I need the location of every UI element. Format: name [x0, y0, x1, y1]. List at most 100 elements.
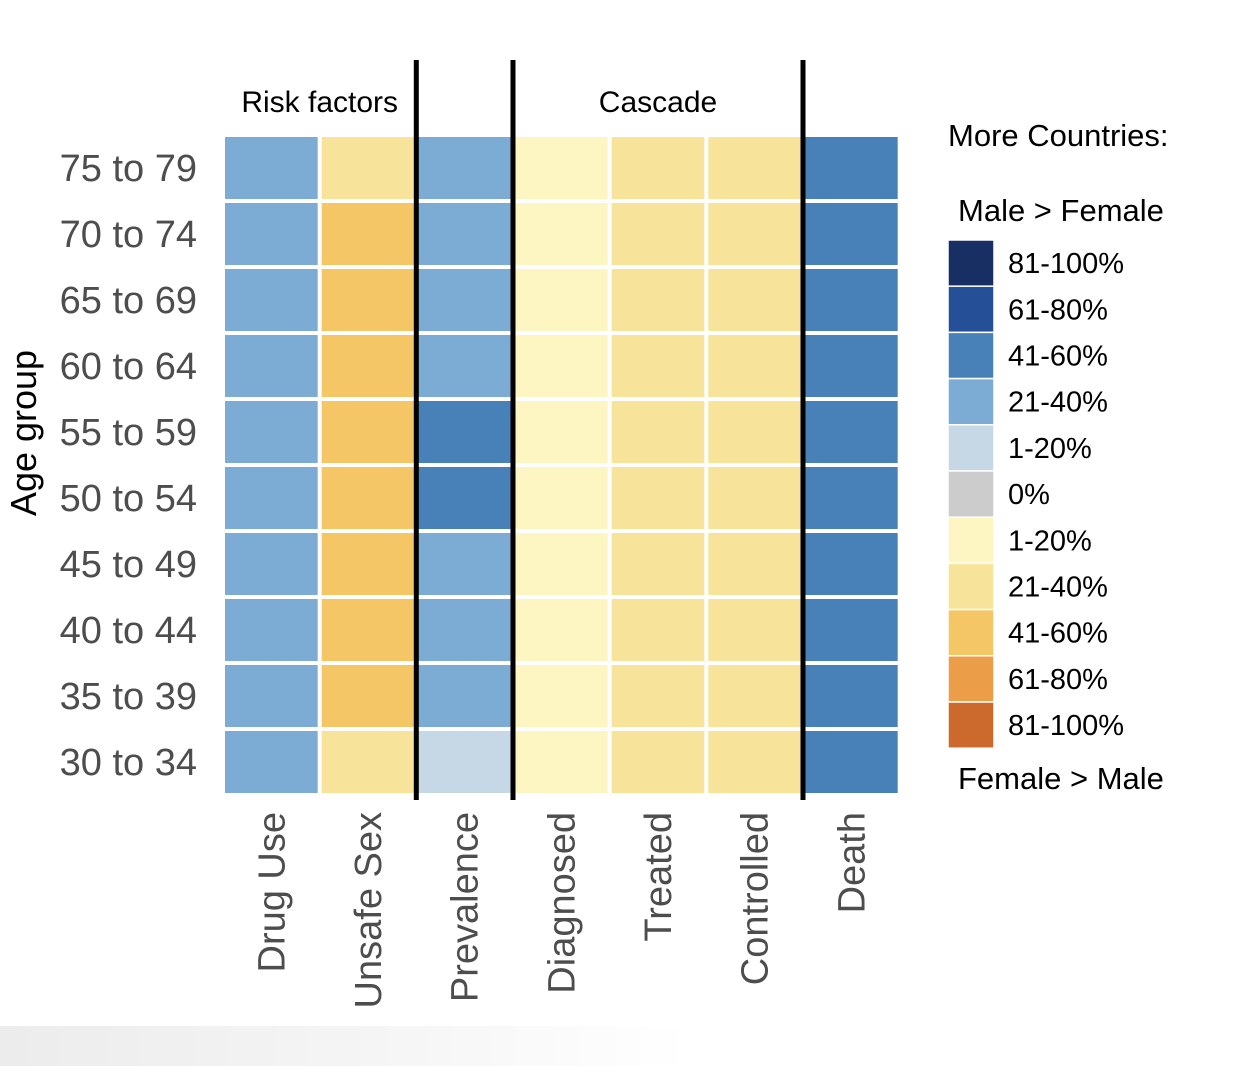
heatmap-cell: [321, 269, 415, 331]
legend-swatch: [947, 655, 995, 703]
heatmap-cell: [225, 467, 318, 529]
heatmap-cell: [321, 401, 415, 463]
group-dividers: [413, 60, 806, 800]
heatmap-cell: [225, 731, 318, 793]
heatmap-cell: [805, 533, 898, 595]
heatmap-cell: [805, 467, 898, 529]
heatmap-cell: [418, 599, 512, 661]
heatmap-cell: [225, 203, 318, 265]
heatmap-cell: [805, 665, 898, 727]
heatmap-cell: [225, 665, 318, 727]
heatmap-cell: [321, 137, 415, 199]
x-tick-label: Prevalence: [445, 812, 487, 1002]
heatmap-cell: [515, 137, 608, 199]
y-axis-ticks: 75 to 79 70 to 74 65 to 69 60 to 64 55 to 59…: [60, 148, 197, 784]
heatmap-cells: [225, 137, 898, 793]
heatmap-cell: [708, 467, 802, 529]
y-tick-label: 30 to 34: [60, 742, 197, 784]
heatmap-cell: [611, 203, 705, 265]
x-tick-label: Drug Use: [251, 812, 293, 973]
x-axis-ticks: Drug Use Unsafe Sex Prevalence Diagnosed Tre…: [251, 812, 873, 1008]
heatmap-cell: [611, 599, 705, 661]
legend-swatch: [947, 608, 995, 657]
heatmap-cell: [515, 401, 608, 463]
heatmap-cell: [708, 203, 802, 265]
legend-item-label: 81-100%: [1008, 248, 1124, 280]
y-tick-label: 40 to 44: [60, 610, 197, 652]
heatmap-cell: [225, 599, 318, 661]
legend-item-label: 0%: [1008, 479, 1050, 511]
heatmap-cell: [515, 335, 608, 397]
heatmap-cell: [611, 269, 705, 331]
heatmap-cell: [418, 665, 512, 727]
legend-item-label: 61-80%: [1008, 664, 1108, 696]
heatmap-cell: [611, 335, 705, 397]
heatmap-cell: [418, 203, 512, 265]
y-tick-label: 65 to 69: [60, 280, 197, 322]
heatmap-cell: [225, 137, 318, 199]
legend-swatch: [947, 701, 995, 749]
heatmap-cell: [418, 731, 512, 793]
column-group-labels: Risk factors Cascade: [241, 86, 717, 119]
heatmap-cell: [321, 533, 415, 595]
x-tick-label: Death: [831, 812, 873, 913]
heatmap-cell: [515, 665, 608, 727]
heatmap-cell: [515, 731, 608, 793]
x-tick-label: Controlled: [735, 812, 777, 985]
heatmap-cell: [418, 269, 512, 331]
heatmap-cell: [321, 731, 415, 793]
legend-title: More Countries:: [948, 118, 1169, 153]
heatmap-cell: [321, 203, 415, 265]
heatmap-cell: [708, 533, 802, 595]
x-tick-label: Treated: [638, 812, 680, 942]
legend-item-label: 41-60%: [1008, 618, 1108, 650]
heatmap-cell: [515, 203, 608, 265]
heatmap-cell: [805, 731, 898, 793]
legend-top-label: Male > Female: [958, 193, 1164, 228]
y-tick-label: 60 to 64: [60, 346, 197, 388]
heatmap-cell: [708, 335, 802, 397]
heatmap-cell: [611, 665, 705, 727]
legend-swatch: [947, 331, 995, 380]
legend-swatch: [947, 424, 995, 472]
heatmap-cell: [708, 137, 802, 199]
y-tick-label: 75 to 79: [60, 148, 197, 190]
y-tick-label: 70 to 74: [60, 214, 197, 256]
heatmap-cell: [515, 467, 608, 529]
heatmap-cell: [708, 269, 802, 331]
column-group-label: Risk factors: [241, 86, 398, 119]
heatmap-cell: [611, 731, 705, 793]
legend-item-label: 81-100%: [1008, 710, 1124, 742]
legend-swatch: [947, 516, 995, 565]
heatmap-cell: [708, 731, 802, 793]
heatmap-cell: [515, 533, 608, 595]
heatmap-cell: [708, 665, 802, 727]
heatmap-cell: [708, 401, 802, 463]
x-tick-label: Diagnosed: [541, 812, 583, 994]
heatmap-cell: [321, 665, 415, 727]
y-tick-label: 35 to 39: [60, 676, 197, 718]
heatmap-cell: [611, 533, 705, 595]
legend-swatch: [947, 562, 995, 611]
legend: More Countries: Male > Female 81-100% 61-…: [947, 118, 1169, 796]
heatmap-cell: [515, 599, 608, 661]
legend-item-label: 41-60%: [1008, 341, 1108, 373]
heatmap-cell: [418, 401, 512, 463]
legend-item-label: 1-20%: [1008, 525, 1092, 557]
heatmap-cell: [225, 269, 318, 331]
legend-item-label: 21-40%: [1008, 387, 1108, 419]
y-tick-label: 45 to 49: [60, 544, 197, 586]
legend-items: 81-100% 61-80% 41-60% 21-40% 1-20% 0% 1-20% 21-…: [947, 239, 1124, 749]
legend-swatch: [947, 377, 995, 426]
legend-item-label: 61-80%: [1008, 294, 1108, 326]
heatmap-cell: [515, 269, 608, 331]
bottom-edge-shadow: [0, 1026, 1256, 1066]
heatmap-cell: [805, 599, 898, 661]
heatmap-cell: [708, 599, 802, 661]
heatmap-cell: [225, 533, 318, 595]
heatmap-cell: [805, 203, 898, 265]
heatmap-cell: [805, 269, 898, 331]
legend-item-label: 1-20%: [1008, 433, 1092, 465]
heatmap-cell: [611, 467, 705, 529]
